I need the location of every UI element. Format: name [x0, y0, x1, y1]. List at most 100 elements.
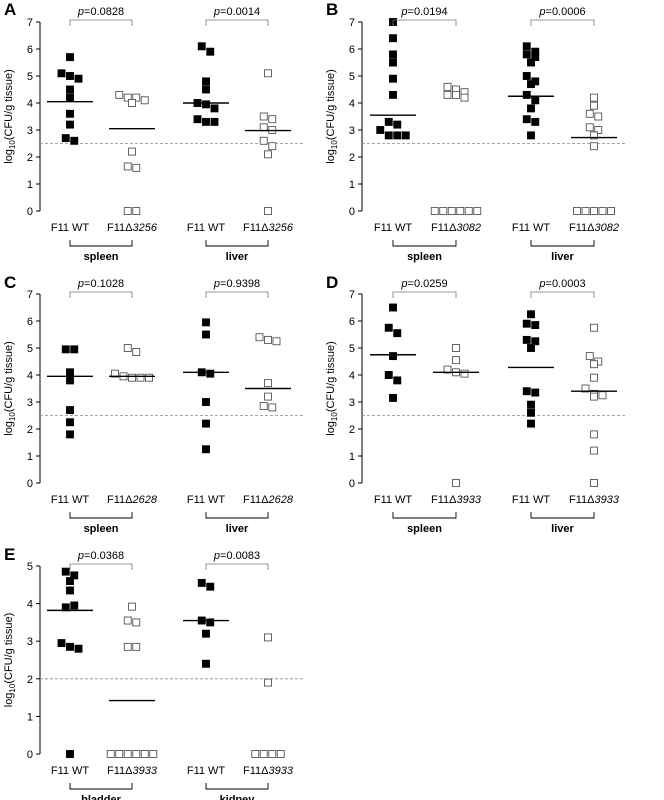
point-mutant: [123, 642, 132, 651]
pvalue-bracket: [392, 19, 457, 26]
point-wt: [401, 131, 410, 140]
point-mutant: [590, 142, 598, 151]
x-category-label: F11 WT: [51, 494, 90, 506]
point-wt: [522, 42, 531, 51]
point-wt: [527, 344, 535, 352]
point-mutant: [439, 207, 448, 215]
panel-B: B 0 1 2 3 4 5 6 7 log10(CFU/g tissue) F11 WT F11Δ30…: [325, 0, 627, 263]
point-mutant: [132, 618, 141, 627]
point-mutant: [452, 479, 460, 487]
point-mutant: [443, 365, 452, 374]
y-tick-label: 2: [27, 152, 33, 164]
point-mutant: [128, 99, 136, 107]
point-wt: [61, 134, 70, 143]
point-wt: [389, 74, 397, 83]
point-mutant: [111, 369, 119, 378]
point-wt: [522, 72, 531, 80]
point-wt: [57, 639, 66, 648]
pvalue-bracket: [69, 563, 133, 570]
point-mutant: [581, 384, 590, 393]
point-mutant: [264, 335, 272, 344]
point-wt: [527, 58, 535, 67]
point-wt: [527, 104, 535, 113]
point-wt: [389, 394, 397, 402]
point-wt: [527, 419, 535, 428]
point-wt: [202, 419, 210, 428]
point-mutant: [473, 207, 482, 215]
point-wt: [202, 100, 210, 109]
y-axis-label: log10(CFU/g tissue): [3, 341, 17, 436]
point-wt: [531, 96, 540, 105]
point-mutant: [443, 90, 452, 99]
point-mutant: [268, 403, 277, 412]
point-mutant: [132, 348, 141, 356]
group-bracket: [205, 240, 269, 247]
y-axis-label: log10(CFU/g tissue): [3, 613, 17, 708]
panel-letter: E: [4, 545, 15, 564]
y-tick-label: 5: [27, 561, 33, 573]
point-mutant: [123, 207, 132, 215]
point-wt: [531, 53, 540, 62]
point-wt: [384, 117, 393, 126]
group-label: spleen: [407, 251, 442, 263]
pvalue-bracket: [530, 291, 595, 298]
point-mutant: [581, 207, 590, 215]
point-wt: [202, 629, 210, 638]
point-wt: [384, 323, 393, 332]
point-mutant: [590, 373, 598, 382]
point-mutant: [607, 207, 615, 215]
panel-letter: A: [4, 0, 16, 19]
point-mutant: [136, 373, 145, 382]
point-wt: [202, 659, 210, 668]
pvalue-label: p=0.0828: [77, 6, 124, 18]
point-wt: [66, 376, 74, 385]
point-mutant: [585, 352, 594, 361]
group-bracket: [205, 512, 269, 519]
y-tick-label: 0: [27, 206, 33, 218]
point-wt: [70, 345, 79, 354]
point-wt: [197, 578, 206, 587]
point-mutant: [251, 750, 260, 758]
y-tick-label: 4: [349, 370, 355, 382]
y-tick-label: 3: [27, 636, 33, 648]
point-wt: [66, 406, 74, 415]
pvalue-label: p=0.0003: [538, 278, 585, 290]
group-label: spleen: [84, 523, 119, 535]
point-wt: [531, 388, 540, 397]
x-category-label: F11 WT: [187, 765, 226, 777]
point-mutant: [128, 373, 136, 382]
point-mutant: [590, 392, 598, 401]
point-wt: [202, 77, 210, 86]
point-wt: [527, 80, 535, 89]
panel-letter: B: [326, 0, 338, 19]
point-mutant: [264, 392, 272, 401]
panel-letter: C: [4, 273, 16, 292]
point-mutant: [264, 633, 272, 642]
y-tick-label: 7: [349, 17, 355, 29]
point-mutant: [573, 207, 581, 215]
point-wt: [393, 131, 402, 140]
panel-A: A 0 1 2 3 4 5 6 7 log10(CFU/g tissue) F11 WT F11Δ32…: [3, 0, 305, 263]
point-mutant: [264, 150, 272, 159]
point-wt: [531, 321, 540, 329]
point-mutant: [145, 373, 153, 382]
point-mutant: [456, 207, 465, 215]
x-category-label: F11Δ3933: [569, 494, 620, 506]
pvalue-label: p=0.0259: [400, 278, 447, 290]
y-tick-label: 1: [27, 451, 33, 463]
point-mutant: [590, 479, 598, 487]
y-tick-label: 0: [349, 206, 355, 218]
y-tick-label: 6: [349, 44, 355, 56]
group-label: bladder: [81, 794, 121, 800]
y-tick-label: 2: [349, 152, 355, 164]
point-wt: [66, 430, 74, 439]
point-wt: [389, 34, 397, 43]
point-wt: [202, 318, 210, 327]
point-wt: [66, 642, 74, 651]
point-wt: [202, 330, 210, 339]
point-mutant: [149, 750, 158, 758]
x-category-label: F11Δ3082: [569, 222, 619, 234]
pvalue-label: p=0.1028: [77, 278, 124, 290]
point-mutant: [590, 430, 598, 439]
